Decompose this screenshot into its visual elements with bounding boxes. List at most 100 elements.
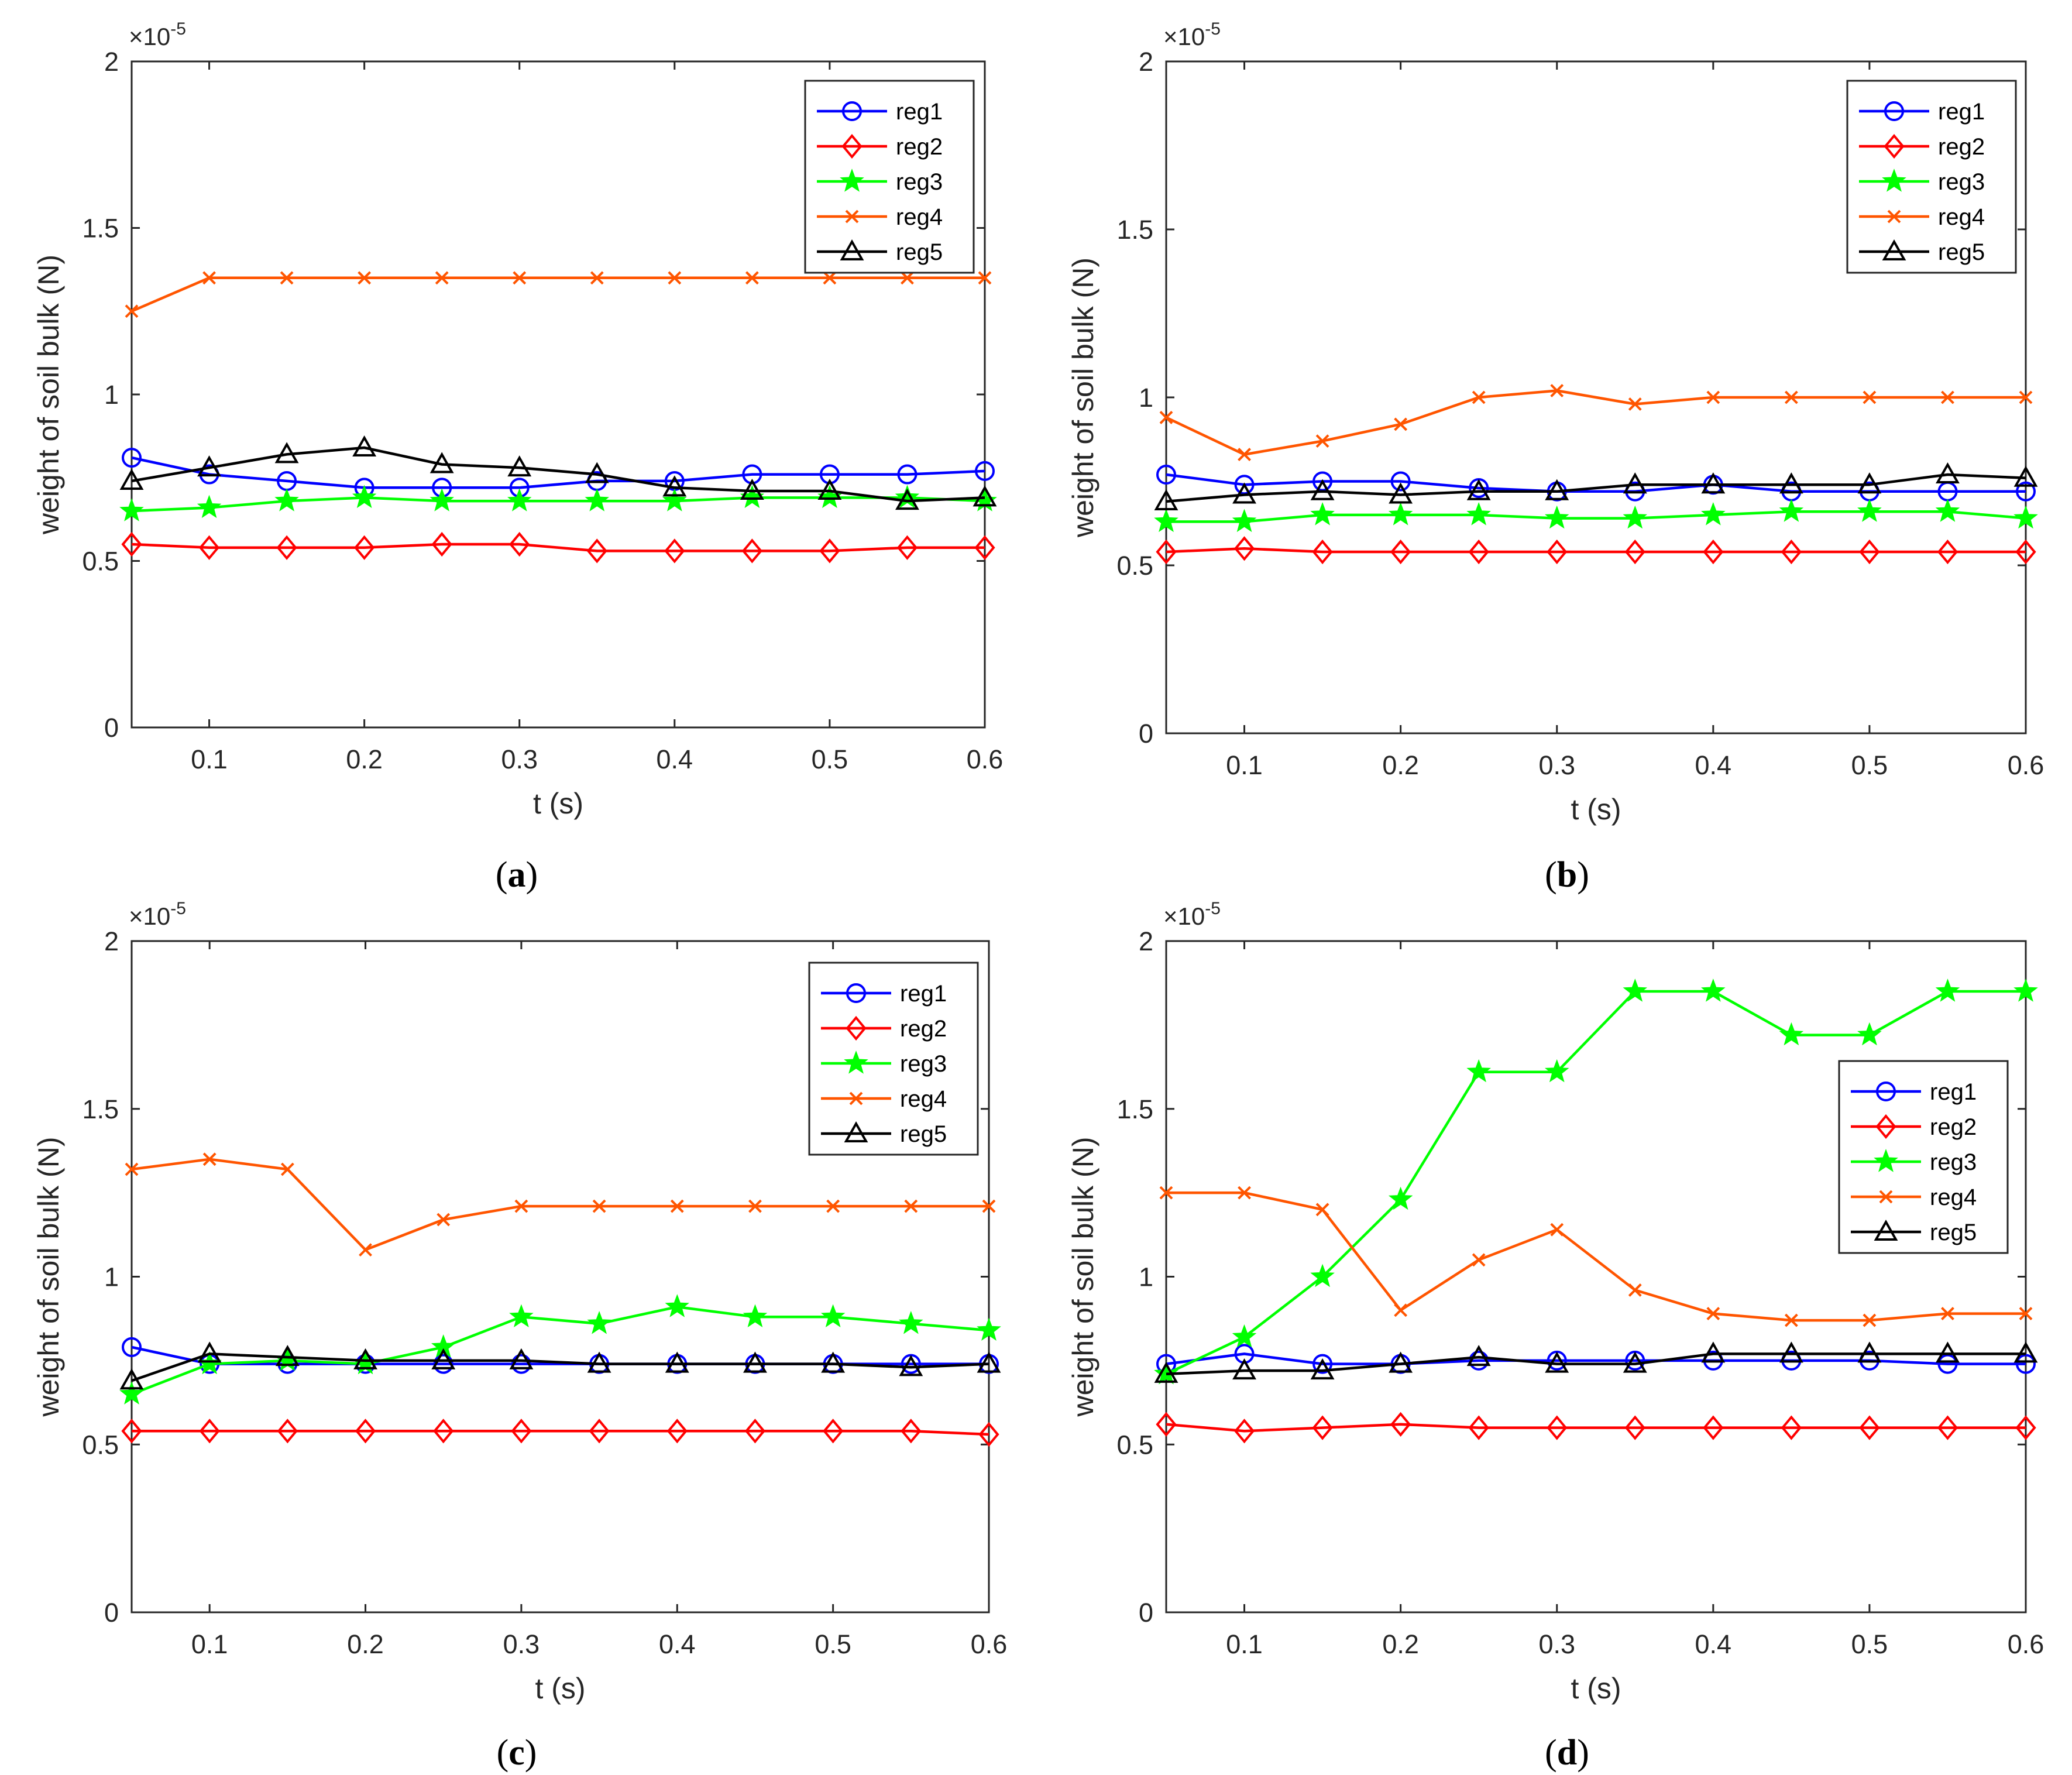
data-point-reg3 xyxy=(743,1304,768,1328)
data-point-reg3 xyxy=(1466,1059,1492,1083)
data-point-reg3 xyxy=(1779,1022,1804,1046)
data-point-reg2 xyxy=(2015,1415,2036,1440)
y-tick-label: 1.5 xyxy=(1116,1094,1153,1124)
y-multiplier: ×10 xyxy=(1163,23,1205,50)
legend-label-reg4: reg4 xyxy=(900,1086,947,1112)
data-point-reg5 xyxy=(2013,465,2038,487)
series-line-reg2 xyxy=(1166,1423,2026,1433)
legend-marker-reg5 xyxy=(840,239,864,260)
panel-caption: (d) xyxy=(1545,1733,1589,1773)
data-point-reg4 xyxy=(590,271,604,285)
x-axis-label: t (s) xyxy=(1571,793,1621,826)
y-exponent-label: ×10-5 xyxy=(1163,19,1221,50)
data-point-reg5 xyxy=(119,468,144,490)
legend-marker-reg5 xyxy=(844,1121,868,1142)
data-point-reg1 xyxy=(1156,465,1176,485)
data-point-reg4 xyxy=(1394,417,1408,431)
data-point-reg3 xyxy=(665,1294,689,1317)
series-reg2 xyxy=(121,1419,999,1447)
data-point-reg3 xyxy=(119,1381,144,1405)
y-tick-label: 0 xyxy=(104,713,119,743)
series-line-reg1 xyxy=(1166,473,2026,493)
data-point-reg2 xyxy=(978,1422,999,1447)
data-point-reg3 xyxy=(1623,979,1648,1002)
legend: reg1 reg2 reg3 reg4 reg5 xyxy=(1838,1060,2009,1254)
x-tick-label: 0.6 xyxy=(967,744,1004,774)
legend-marker-reg4 xyxy=(1879,1190,1893,1204)
data-point-reg4 xyxy=(1315,1203,1329,1217)
data-point-reg2 xyxy=(819,538,840,564)
panel-caption-open: ( xyxy=(496,855,508,895)
x-tick-label: 0.2 xyxy=(347,1629,384,1659)
data-point-reg2 xyxy=(974,535,995,560)
series-line-reg3 xyxy=(1166,510,2026,523)
y-exponent-label: ×10-5 xyxy=(129,899,186,930)
data-point-reg2 xyxy=(1781,1415,1802,1440)
data-point-reg4 xyxy=(1941,1307,1954,1320)
data-point-reg5 xyxy=(1389,482,1413,504)
data-point-reg3 xyxy=(898,1310,923,1334)
series-line-reg5 xyxy=(1166,473,2026,503)
data-point-reg2 xyxy=(198,535,220,560)
data-point-reg1 xyxy=(2016,481,2036,502)
data-point-reg4 xyxy=(437,1213,451,1227)
data-point-reg4 xyxy=(668,271,682,285)
x-tick-label: 0.4 xyxy=(1695,1629,1732,1659)
panel-caption-close: ) xyxy=(526,855,538,895)
y-tick-label: 1.5 xyxy=(1116,215,1153,245)
data-point-reg4 xyxy=(1472,390,1486,404)
legend-label-reg2: reg2 xyxy=(900,1016,947,1042)
panel-caption-letter: a xyxy=(508,855,526,895)
data-point-reg3 xyxy=(1700,979,1726,1002)
data-point-reg5 xyxy=(662,475,687,497)
data-point-reg2 xyxy=(1468,1415,1489,1440)
data-point-reg4 xyxy=(2019,1307,2033,1320)
data-point-reg4 xyxy=(978,271,992,285)
data-point-reg2 xyxy=(1624,1415,1645,1440)
legend-marker-reg4 xyxy=(1887,210,1901,224)
data-point-reg5 xyxy=(1232,1358,1256,1380)
data-point-reg4 xyxy=(1706,390,1720,404)
data-point-reg4 xyxy=(1784,390,1798,404)
data-point-reg2 xyxy=(2015,539,2036,565)
legend-box xyxy=(1838,1060,2009,1254)
x-tick-label: 0.3 xyxy=(501,744,538,774)
data-point-reg2 xyxy=(823,1419,844,1444)
data-point-reg3 xyxy=(1857,1022,1882,1046)
legend-label-reg4: reg4 xyxy=(896,204,943,230)
data-point-reg5 xyxy=(895,489,919,510)
data-point-reg4 xyxy=(435,271,449,285)
data-point-reg2 xyxy=(901,1419,922,1444)
x-tick-label: 0.6 xyxy=(2008,1629,2044,1659)
x-tick-label: 0.4 xyxy=(659,1629,696,1659)
data-point-reg2 xyxy=(1703,1415,1724,1440)
y-tick-label: 1 xyxy=(1139,383,1153,413)
data-point-reg3 xyxy=(429,488,455,511)
data-point-reg1 xyxy=(975,461,995,481)
data-point-reg4 xyxy=(826,1199,840,1213)
series-reg5 xyxy=(1154,1341,2038,1383)
data-point-reg5 xyxy=(977,1351,1001,1373)
panel-caption-close: ) xyxy=(1577,1733,1589,1773)
data-point-reg2 xyxy=(1390,539,1411,565)
series-line-reg1 xyxy=(1166,1352,2026,1365)
data-point-reg2 xyxy=(1624,539,1645,565)
data-point-reg5 xyxy=(1936,1341,1960,1363)
data-point-reg5 xyxy=(1857,1341,1882,1363)
data-point-reg1 xyxy=(1234,475,1255,495)
data-point-reg3 xyxy=(1857,499,1882,522)
data-point-reg5 xyxy=(1466,1345,1491,1367)
series-line-reg2 xyxy=(1166,547,2026,554)
series-line-reg4 xyxy=(1166,1191,2026,1322)
chart-panel-a: 0.1 0.2 0.3 0.4 0.5 0.6 0 0.5 1 1.5 2 ×10-5 t (s) wei… xyxy=(32,19,1003,895)
data-point-reg3 xyxy=(1232,1324,1257,1348)
y-multiplier: ×10 xyxy=(129,902,170,930)
x-tick-label: 0.2 xyxy=(346,744,383,774)
series-reg3 xyxy=(1154,499,2038,533)
y-tick-label: 0 xyxy=(104,1598,119,1628)
data-point-reg5 xyxy=(352,435,377,457)
x-tick-label: 0.3 xyxy=(1538,750,1575,780)
series-reg2 xyxy=(121,531,995,564)
data-point-reg2 xyxy=(1390,1412,1411,1437)
legend-marker-reg2 xyxy=(1875,1114,1896,1139)
